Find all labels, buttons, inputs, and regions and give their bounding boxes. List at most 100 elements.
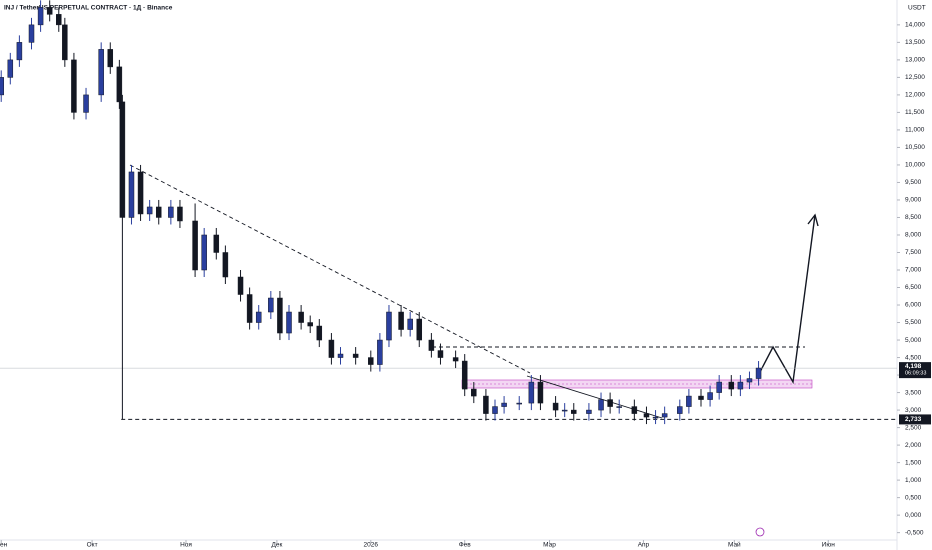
x-tick-label: Дек [271,542,282,549]
candle-body [192,220,198,271]
x-tick-label: Апр [638,542,650,549]
y-tick-label: 12,500 [905,74,925,81]
candle-body [377,339,383,365]
y-tick-label: 6,500 [905,284,922,291]
candle-body [755,367,762,379]
candle-body [155,206,162,218]
candle-body [116,66,123,103]
candle-body [561,409,568,412]
candle-body [213,234,220,253]
y-tick-label: 4,500 [905,354,922,361]
y-tick-label: 7,500 [905,249,922,256]
candle-body [298,311,304,323]
countdown: 06:09:33 [905,371,926,377]
y-tick-label: 13,500 [905,39,925,46]
candle-body [416,318,423,341]
x-tick-label: 2026 [364,542,379,549]
candle-body [528,381,535,404]
last-price-label: 4,198 [905,363,922,370]
candle-body [177,206,183,222]
candle-body [37,7,44,26]
candle-body [246,294,253,323]
y-tick-label: 9,000 [905,197,922,204]
candle-body [16,42,23,61]
candle-body [7,59,14,78]
x-tick-label: Июн [822,542,836,549]
axis-unit: USDT [908,5,926,12]
candle-body [328,339,335,358]
y-tick-label: 12,000 [905,92,925,99]
candle-body [128,171,135,218]
candle-body [737,381,744,390]
candle-body [483,395,489,414]
candle-body [0,77,4,96]
candle-body [598,399,604,411]
chart-title: INJ / TetherUS PERPETUAL CONTRACT · 1Д ·… [4,5,173,12]
candle-body [631,406,638,414]
x-tick-label: Фев [459,542,472,549]
candle-body [46,7,53,15]
y-tick-label: 10,500 [905,144,925,151]
candle-body [652,416,659,419]
candle-body [607,399,613,407]
candle-body [98,49,104,96]
y-tick-label: 5,000 [905,337,922,344]
candle-body [461,360,468,390]
candle-body [398,311,404,330]
drawings [121,164,897,537]
candle-body [28,24,35,43]
candle-body [698,395,704,400]
candle-body [707,392,713,400]
x-tick-label: Май [728,541,741,549]
candle-body [428,339,435,351]
y-tick-label: 11,500 [905,109,925,116]
candle-body [716,381,722,393]
candle-body [307,322,313,327]
candle-body [586,409,592,414]
candle-body [571,409,577,414]
y-tick-label: 2,500 [905,424,922,431]
candle-body [516,402,522,405]
y-tick-label: 13,000 [905,57,925,64]
y-tick-label: 1,500 [905,459,922,466]
candle-body [62,24,68,61]
candle-body [237,276,244,295]
y-tick-label: 6,000 [905,302,922,309]
x-tick-label: Ноя [180,542,192,549]
support-badge [899,414,931,425]
event-icon[interactable] [755,527,765,537]
candle-body [661,413,668,418]
candle-body [746,378,753,383]
y-tick-label: 3,500 [905,389,922,396]
candle-body [616,406,622,408]
candle-body [316,325,323,341]
candle-body [452,357,459,362]
candle-body [677,406,683,414]
y-tick-label: 3,000 [905,407,922,414]
candle-body [222,252,229,278]
candle-body [107,49,114,68]
y-tick-label: 7,000 [905,267,922,274]
candle-body [255,311,262,323]
candle-body [686,395,692,407]
y-tick-label: 10,000 [905,162,925,169]
candle-body [386,311,392,341]
candle-body [83,94,89,113]
candle-body [56,14,62,26]
candle-body [643,413,650,418]
candle-body [71,59,77,113]
candle-body [286,311,292,334]
candle-body [492,406,498,414]
trendline [129,164,531,374]
y-tick-label: 9,500 [905,179,922,186]
candle-body [268,297,274,313]
candle-body [119,101,126,218]
candle-body [501,402,507,407]
y-tick-label: 11,000 [905,127,925,134]
candle-body [368,357,374,365]
candle-body [168,206,174,218]
y-tick-label: 0,500 [905,494,922,501]
x-tick-label: Сен [0,542,8,549]
